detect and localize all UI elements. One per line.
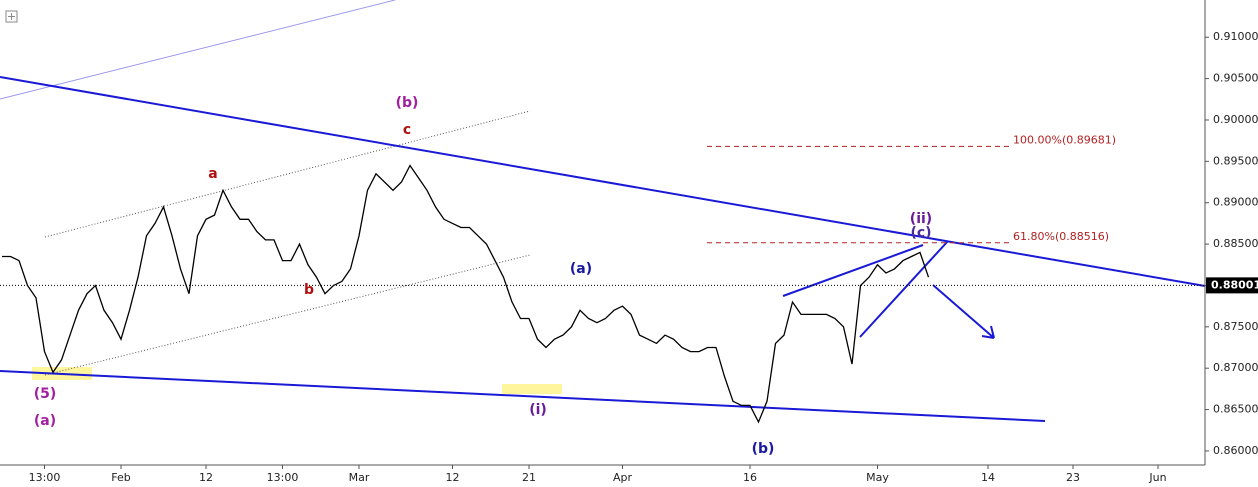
wave-label: a [208, 166, 217, 182]
y-tick-label: 0.91000 [1213, 30, 1258, 43]
x-tick-label: Apr [613, 471, 633, 484]
trend-line [0, 370, 1046, 422]
x-tick-label: 12 [446, 471, 460, 484]
x-tick-label: 21 [522, 471, 536, 484]
last-price-box [1206, 277, 1258, 294]
y-tick-label: 0.90000 [1213, 113, 1258, 126]
wave-label: b [304, 282, 314, 298]
trend-line [0, 0, 396, 100]
y-tick-label: 0.89500 [1213, 154, 1258, 167]
y-tick-label: 0.86000 [1213, 444, 1258, 457]
wave-label: c [403, 122, 411, 138]
x-tick-label: Jun [1148, 471, 1166, 484]
y-tick-label: 0.89000 [1213, 196, 1258, 209]
trend-line [0, 76, 1206, 287]
x-tick-label: 23 [1066, 471, 1080, 484]
wedge-line [859, 240, 949, 338]
x-tick-label: Feb [111, 471, 130, 484]
x-tick-label: Mar [349, 471, 370, 484]
wave-label: (c) [910, 225, 931, 241]
channel-line [44, 110, 531, 238]
wave-label: (ii) [910, 211, 932, 227]
wave-label: (i) [529, 402, 547, 418]
wave-label: (a) [570, 261, 592, 277]
x-tick-label: 13:00 [29, 471, 61, 484]
wave-label: (b) [396, 95, 419, 111]
highlight [502, 384, 562, 394]
y-tick-label: 0.87500 [1213, 320, 1258, 333]
x-tick-label: May [866, 471, 889, 484]
x-tick-label: 16 [743, 471, 757, 484]
wave-label: (a) [34, 413, 56, 429]
x-tick-label: 13:00 [267, 471, 299, 484]
wedge-line [782, 244, 924, 297]
x-tick-label: 14 [981, 471, 995, 484]
y-tick-label: 0.88500 [1213, 237, 1258, 250]
last-price-label: 0.88001 [1211, 278, 1258, 291]
fib-label: 100.00%(0.89681) [1013, 133, 1116, 146]
y-tick-label: 0.87000 [1213, 361, 1258, 374]
y-tick-label: 0.86500 [1213, 403, 1258, 416]
price-line [2, 164, 930, 424]
forecast-arrow [932, 284, 995, 339]
y-tick-label: 0.90500 [1213, 72, 1258, 85]
wave-label: (5) [34, 386, 57, 402]
x-tick-label: 12 [199, 471, 213, 484]
wave-label: (b) [752, 441, 775, 457]
fib-label: 61.80%(0.88516) [1013, 230, 1109, 243]
crosshair-icon[interactable] [5, 10, 18, 23]
channel-line [44, 254, 531, 376]
